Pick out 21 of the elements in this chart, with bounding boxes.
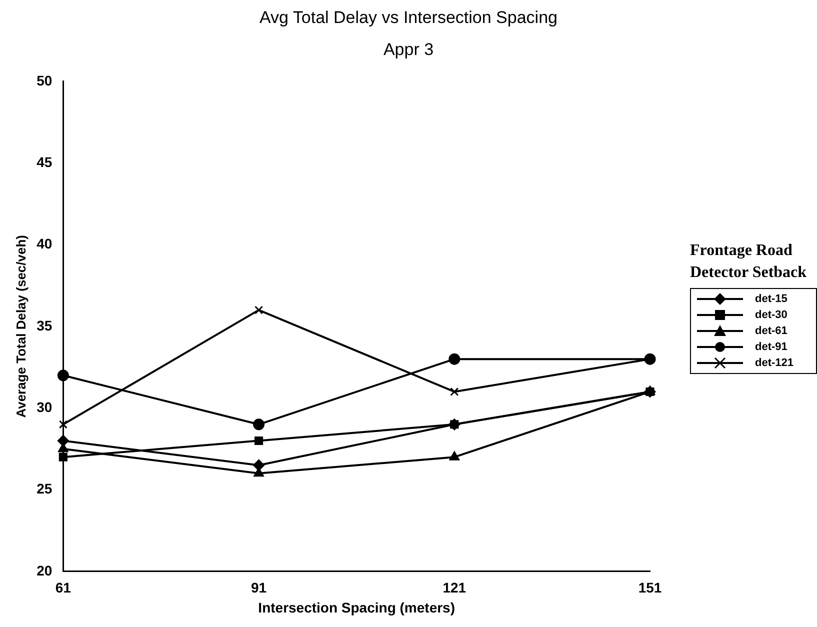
legend-label: det-91 bbox=[755, 341, 788, 353]
chart-subtitle: Appr 3 bbox=[382, 40, 435, 60]
legend-label: det-61 bbox=[755, 325, 788, 337]
x-tick-label: 121 bbox=[442, 580, 466, 596]
chart-title: Avg Total Delay vs Intersection Spacing bbox=[258, 8, 558, 28]
y-tick-label: 40 bbox=[36, 236, 52, 252]
y-tick-label: 30 bbox=[36, 398, 52, 415]
legend-title: Frontage Road Detector Setback bbox=[690, 241, 808, 283]
y-tick-label: 25 bbox=[36, 480, 52, 497]
legend-label: det-30 bbox=[755, 309, 788, 321]
y-axis-title: Average Total Delay (sec/veh) bbox=[13, 234, 28, 418]
y-tick-label: 35 bbox=[36, 317, 52, 334]
y-tick-label: 50 bbox=[36, 72, 52, 88]
y-tick-label: 20 bbox=[36, 562, 52, 578]
legend-label: det-15 bbox=[755, 293, 788, 305]
x-tick-label: 61 bbox=[55, 580, 72, 596]
y-tick-label: 45 bbox=[36, 154, 52, 170]
x-tick-label: 151 bbox=[638, 580, 662, 596]
x-tick-label: 91 bbox=[250, 580, 267, 596]
x-axis-title: Intersection Spacing (meters) bbox=[258, 599, 455, 616]
legend-label: det-121 bbox=[755, 357, 794, 369]
